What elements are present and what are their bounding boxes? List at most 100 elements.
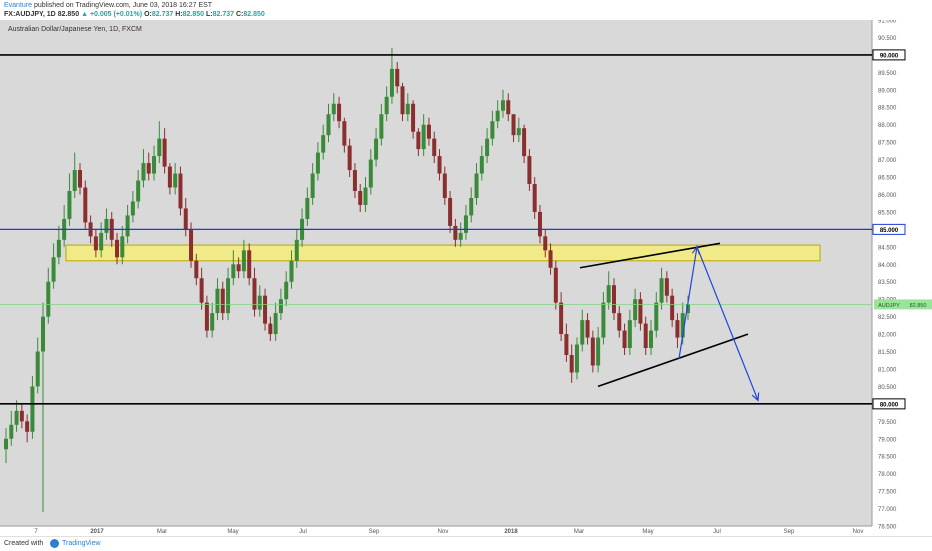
candle-body — [479, 156, 484, 174]
candle-body — [194, 260, 199, 279]
candle-body — [580, 320, 585, 345]
candle-body — [627, 320, 632, 349]
low-label: L: — [205, 11, 213, 18]
candle-body — [643, 323, 648, 349]
resistance-zone[interactable] — [65, 244, 821, 262]
publish-info: Evanture published on TradingView.com, J… — [4, 2, 212, 9]
candle-body — [463, 215, 468, 233]
y-tick-label: 84.500 — [878, 245, 897, 251]
ohlc-line: FX:AUDJPY, 1D 82.850 ▲ +0.005 (+0.01%) O… — [4, 11, 265, 18]
price-change: +0.005 (+0.01%) — [89, 11, 143, 18]
x-ticks: 7 2017 Mar May Jul Sep Nov 2018 Mar May Jul Sep Nov — [34, 529, 863, 535]
y-tick-label: 90.500 — [878, 36, 897, 42]
candle-body — [516, 128, 521, 136]
y-tick-label: 80.500 — [878, 385, 897, 391]
candle-body — [125, 215, 130, 237]
y-tick-label: 91.000 — [878, 20, 897, 25]
y-tick-label: 78.500 — [878, 455, 897, 461]
candle-body — [25, 421, 30, 432]
candle-body — [257, 295, 262, 310]
candle-body — [485, 138, 490, 157]
candle-body — [289, 260, 294, 282]
candle-body — [527, 156, 532, 185]
candles — [4, 47, 690, 513]
arrowhead-down — [751, 392, 760, 402]
footer: Created with TradingView — [0, 536, 932, 551]
candle-body — [72, 170, 77, 191]
candle-body — [564, 334, 569, 356]
candle-body — [648, 330, 653, 349]
price-axis[interactable] — [872, 20, 932, 526]
x-tick-label: Mar — [574, 529, 584, 535]
author-name[interactable]: Evanture — [4, 2, 33, 9]
candle-body — [659, 278, 664, 303]
candle-body — [315, 152, 320, 174]
close-value: 82.850 — [243, 11, 265, 18]
horizontal-levels[interactable]: 90.000 85.000 80.000 AUDJPY 82.850 — [0, 49, 932, 410]
candle-body — [226, 278, 231, 314]
candle-body — [469, 197, 474, 216]
y-tick-label: 77.500 — [878, 490, 897, 496]
candle-body — [215, 288, 220, 314]
candle-body — [210, 313, 215, 331]
candle-body — [490, 121, 495, 139]
candle-body — [474, 173, 479, 198]
candle-body — [638, 299, 643, 324]
candle-body — [453, 225, 458, 240]
candle-body — [146, 163, 151, 174]
candle-body — [680, 313, 685, 338]
time-axis[interactable] — [0, 526, 872, 536]
candle-body — [321, 135, 326, 153]
y-tick-label: 87.000 — [878, 158, 897, 164]
candle-body — [500, 100, 505, 111]
plot-area — [0, 20, 872, 526]
level-label: 90.000 — [880, 53, 899, 59]
high-label: H: — [175, 11, 183, 18]
price-chart[interactable]: Australian Dollar/Japanese Yen, 1D, FXCM… — [0, 20, 932, 536]
candle-body — [83, 187, 88, 223]
candle-body — [326, 114, 331, 136]
candle-body — [569, 355, 574, 373]
candle-body — [284, 281, 289, 300]
level-label: 80.000 — [880, 402, 899, 408]
candle-body — [352, 170, 357, 191]
y-tick-label: 86.500 — [878, 176, 897, 182]
candle-body — [426, 124, 431, 139]
candle-body — [448, 197, 453, 226]
candle-body — [152, 156, 157, 174]
candle-body — [93, 236, 98, 251]
up-arrow-icon: ▲ — [81, 11, 88, 18]
candle-body — [231, 264, 236, 279]
tradingview-link[interactable]: TradingView — [62, 540, 101, 547]
y-tick-label: 82.000 — [878, 333, 897, 339]
created-with-text: Created with — [4, 540, 44, 547]
y-tick-label: 82.500 — [878, 315, 897, 321]
candle-body — [294, 239, 299, 261]
x-tick-label: Nov — [438, 529, 449, 535]
symbol-tag — [874, 299, 904, 310]
candle-body — [167, 166, 172, 188]
candle-body — [46, 281, 51, 317]
candle-body — [78, 170, 83, 188]
candle-body — [411, 103, 416, 132]
y-tick-label: 89.000 — [878, 88, 897, 94]
chart-title: Australian Dollar/Japanese Yen, 1D, FXCM — [8, 26, 142, 33]
y-tick-label: 83.500 — [878, 280, 897, 286]
open-label: O: — [144, 11, 152, 18]
last-price-tag — [904, 299, 932, 310]
supply-demand-zone[interactable] — [65, 244, 821, 262]
candle-body — [368, 159, 373, 188]
projection-path[interactable] — [678, 244, 760, 402]
candle-body — [559, 302, 564, 335]
candle-body — [384, 96, 389, 115]
candle-body — [115, 239, 120, 258]
candle-body — [686, 304, 690, 314]
symbol-tag-label: AUDJPY — [878, 303, 900, 309]
candle-body — [670, 295, 675, 321]
symbol-interval: FX:AUDJPY, 1D — [4, 11, 56, 18]
candle-body — [4, 438, 8, 450]
candle-body — [574, 344, 579, 373]
trendline-lower[interactable] — [597, 333, 749, 388]
candle-body — [421, 124, 426, 150]
candle-body — [389, 68, 394, 97]
